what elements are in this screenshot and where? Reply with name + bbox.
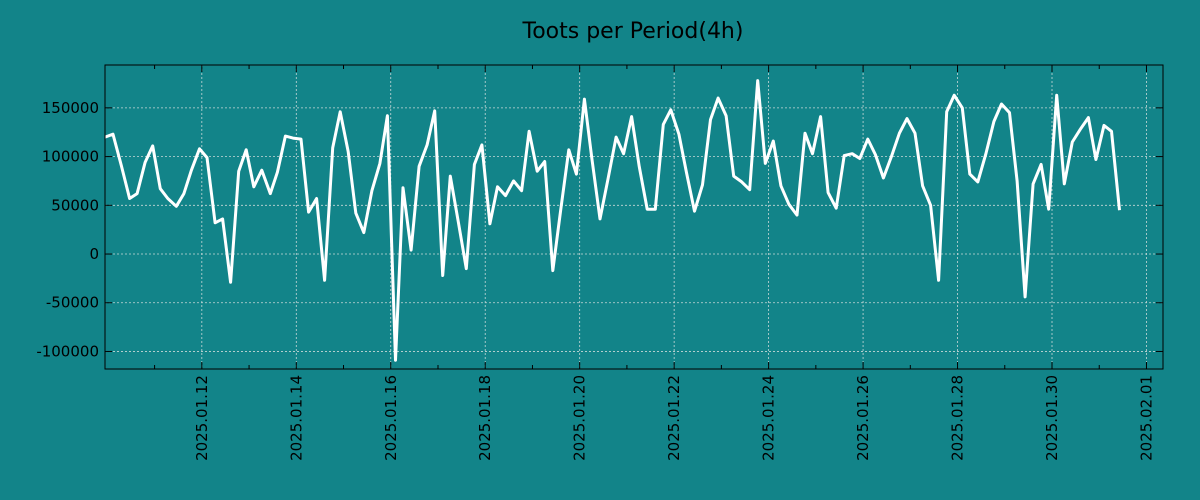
chart-title: Toots per Period(4h) [522, 19, 744, 44]
y-tick-label: 150000 [42, 99, 99, 117]
x-tick-label: 2025.01.26 [854, 375, 872, 461]
y-tick-label: -100000 [36, 342, 99, 360]
x-tick-label: 2025.01.14 [287, 375, 305, 461]
x-tick-label: 2025.01.16 [382, 375, 400, 461]
series-layer [104, 79, 1121, 362]
x-tick-label: 2025.01.22 [665, 375, 683, 461]
x-tick-label: 2025.01.18 [476, 375, 494, 461]
x-tick-label: 2025.02.01 [1137, 375, 1155, 461]
grid [105, 65, 1163, 369]
y-tick-label: 50000 [51, 196, 99, 214]
x-tick-label: 2025.01.12 [193, 375, 211, 461]
series-line-toots [104, 79, 1121, 362]
plot-area-frame [104, 64, 1164, 370]
axis-ticks: 150000 100000 50000 0 -50000 -100000 2025.01.1… [36, 65, 1163, 461]
x-tick-label: 2025.01.30 [1043, 375, 1061, 461]
x-tick-label: 2025.01.20 [571, 375, 589, 461]
y-tick-label: 0 [89, 245, 99, 263]
x-tick-label: 2025.01.28 [949, 375, 967, 461]
x-tick-label: 2025.01.24 [760, 375, 778, 461]
y-tick-label: 100000 [42, 148, 99, 166]
y-tick-label: -50000 [46, 294, 99, 312]
